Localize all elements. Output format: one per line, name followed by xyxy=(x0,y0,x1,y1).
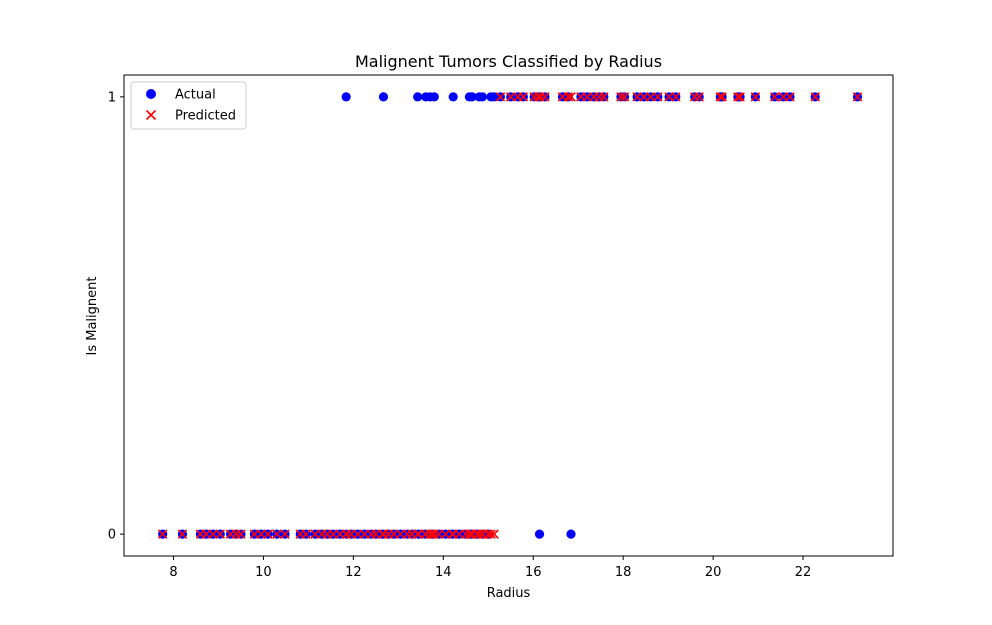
x-tick-label: 10 xyxy=(255,565,272,580)
x-tick-label: 18 xyxy=(615,565,632,580)
actual-point xyxy=(429,92,439,102)
plot-frame xyxy=(123,74,894,557)
x-tick-label: 12 xyxy=(345,565,362,580)
actual-point xyxy=(566,529,576,539)
predicted-point xyxy=(852,92,863,102)
predicted-point xyxy=(249,529,260,539)
predicted-point xyxy=(215,529,226,539)
predicted-point xyxy=(645,92,656,102)
predicted-point xyxy=(177,529,188,539)
predicted-point xyxy=(599,92,609,102)
predicted-point xyxy=(566,92,576,102)
predicted-point xyxy=(474,529,485,539)
predicted-point xyxy=(639,92,649,102)
actual-point xyxy=(378,92,389,102)
actual-point xyxy=(534,529,545,539)
predicted-point xyxy=(371,529,381,539)
x-tick-label: 8 xyxy=(169,565,177,580)
predicted-point xyxy=(301,529,311,539)
actual-point xyxy=(477,92,488,102)
predicted-point xyxy=(413,529,424,539)
y-tick-label: 0 xyxy=(108,528,116,543)
predicted-point xyxy=(208,529,218,539)
predicted-point xyxy=(280,529,290,539)
predicted-point xyxy=(733,92,743,102)
predicted-point xyxy=(425,529,436,539)
predicted-point xyxy=(389,529,399,539)
predicted-point xyxy=(664,92,674,102)
x-tick-label: 14 xyxy=(435,565,452,580)
legend-label-actual: Actual xyxy=(175,88,216,103)
predicted-series-points xyxy=(157,92,863,539)
predicted-point xyxy=(310,529,320,539)
actual-point xyxy=(413,92,423,102)
predicted-point xyxy=(785,92,795,102)
actual-point xyxy=(341,92,351,102)
predicted-point xyxy=(489,529,499,539)
x-tick-label: 20 xyxy=(705,565,722,580)
predicted-point xyxy=(157,529,168,539)
legend-marker-actual xyxy=(146,89,156,99)
predicted-point xyxy=(769,92,780,102)
predicted-point xyxy=(434,529,444,539)
predicted-point xyxy=(236,529,246,539)
legend-box xyxy=(130,81,247,130)
x-axis-ticks: 8 10 12 14 16 18 20 22 xyxy=(169,556,811,580)
x-tick-label: 16 xyxy=(525,565,542,580)
predicted-point xyxy=(671,92,681,102)
actual-point xyxy=(467,92,477,102)
predicted-point xyxy=(395,529,406,539)
predicted-point xyxy=(454,529,464,539)
predicted-point xyxy=(359,529,370,539)
predicted-point xyxy=(778,92,789,102)
predicted-point xyxy=(486,529,496,539)
predicted-point xyxy=(619,92,630,102)
x-axis-label: Radius xyxy=(487,586,531,601)
x-tick-label: 22 xyxy=(795,565,812,580)
predicted-point xyxy=(582,92,592,102)
predicted-point xyxy=(440,529,451,539)
predicted-point xyxy=(263,529,273,539)
predicted-point xyxy=(715,92,726,102)
plot-area xyxy=(123,74,894,557)
predicted-point xyxy=(518,92,529,102)
predicted-point xyxy=(328,529,338,539)
predicted-point xyxy=(353,529,363,539)
predicted-point xyxy=(616,92,626,102)
legend-marker-predicted xyxy=(145,109,157,121)
predicted-point xyxy=(717,92,727,102)
actual-point xyxy=(489,92,499,102)
predicted-point xyxy=(563,92,574,102)
predicted-point xyxy=(495,92,506,102)
predicted-point xyxy=(540,92,550,102)
predicted-point xyxy=(533,92,543,102)
predicted-point xyxy=(694,92,704,102)
legend: Actual Predicted xyxy=(130,81,247,130)
predicted-point xyxy=(653,92,663,102)
predicted-point xyxy=(505,92,516,102)
y-axis-label: Is Malignent xyxy=(85,277,100,356)
legend-label-predicted: Predicted xyxy=(175,109,236,124)
y-tick-label: 1 xyxy=(108,90,116,105)
predicted-point xyxy=(464,529,475,539)
predicted-point xyxy=(427,529,437,539)
y-axis-ticks: 01 xyxy=(108,90,124,543)
predicted-point xyxy=(632,92,642,102)
predicted-point xyxy=(346,529,356,539)
predicted-point xyxy=(735,92,745,102)
actual-point xyxy=(448,92,458,102)
chart-title: Malignent Tumors Classified by Radius xyxy=(355,52,662,71)
predicted-point xyxy=(750,92,761,102)
predicted-point xyxy=(810,92,820,102)
predicted-point xyxy=(201,529,212,539)
predicted-point xyxy=(256,529,266,539)
predicted-point xyxy=(272,529,282,539)
